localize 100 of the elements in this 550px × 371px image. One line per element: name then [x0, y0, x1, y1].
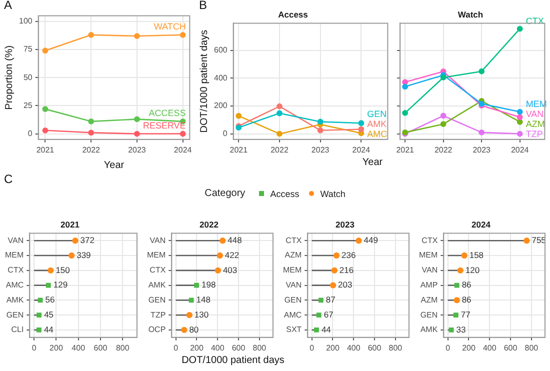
series-label: AMC [367, 128, 388, 139]
series-label: VAN [526, 108, 544, 119]
y-tick-label: MEM [282, 266, 302, 275]
series-label: WATCH [154, 21, 186, 32]
data-label: 130 [194, 309, 209, 320]
y-tick-label: AMK [420, 325, 438, 334]
y-tick-label: VAN [286, 280, 302, 290]
x-tick-label: 200 [462, 343, 476, 352]
y-tick-label: CTX [286, 236, 302, 245]
series-label: AMK [367, 118, 387, 129]
x-tick-label: 600 [232, 343, 246, 352]
data-label: 372 [80, 234, 95, 245]
y-tick-label: CTX [422, 236, 438, 245]
x-tick-label: 200 [50, 343, 64, 352]
x-axis-title: DOT/1000 patient days [180, 355, 286, 366]
y-tick-label: CTX [150, 266, 166, 275]
x-tick-label: 2024 [352, 145, 371, 154]
x-tick-label: 2023 [472, 145, 492, 154]
data-label: 44 [44, 324, 54, 334]
y-axis-title: Proportion (%) [4, 45, 15, 110]
data-label: 44 [321, 324, 332, 334]
chart-title: 2023 [336, 219, 355, 230]
text: B [199, 0, 208, 12]
series-label: GEN [367, 108, 387, 119]
data-label: 120 [465, 264, 480, 275]
y-tick-label: 100 [18, 16, 33, 26]
data-label: 80 [189, 324, 199, 334]
y-tick-label: AZM [420, 295, 438, 304]
series-label: MEM [526, 98, 547, 109]
x-axis-title: Year [361, 157, 384, 168]
x-tick-label: 200 [326, 343, 340, 352]
y-tick-label: GEN [6, 310, 24, 320]
y-tick-label: MEM [418, 250, 438, 260]
x-tick-label: 2021 [36, 145, 55, 154]
y-tick-label: CLI [11, 325, 24, 334]
data-label: 45 [44, 309, 54, 320]
y-tick-label: 75 [23, 44, 33, 54]
data-label: 216 [339, 264, 354, 275]
text: A [4, 0, 12, 12]
y-tick-label: SXT [286, 325, 302, 334]
x-tick-label: 2021 [396, 145, 415, 154]
data-label: 422 [224, 250, 240, 260]
x-tick-label: 2024 [510, 145, 530, 154]
data-label: 87 [326, 294, 336, 305]
y-tick-label: GEN [284, 295, 302, 304]
y-tick-label: GEN [148, 295, 166, 304]
y-tick-label: AMC [284, 310, 302, 320]
y-tick-label: AMP [420, 280, 438, 290]
data-label: 198 [202, 280, 216, 290]
y-tick-label: VAN [422, 266, 438, 275]
x-tick-label: 2022 [270, 145, 289, 154]
x-tick-label: 0 [310, 343, 315, 352]
y-tick-label: CTX [8, 266, 24, 275]
y-tick-label: AMK [148, 280, 166, 290]
y-tick-label: GEN [420, 310, 438, 320]
y-tick-label: MEM [4, 250, 24, 260]
x-tick-label: 800 [116, 343, 130, 352]
y-tick-label: TZP [150, 310, 166, 320]
legend-label: Watch [320, 188, 346, 198]
x-tick-label: 400 [72, 343, 86, 352]
chart-title: 2024 [472, 219, 491, 230]
x-tick-label: 2023 [128, 145, 146, 154]
y-tick-label: VAN [150, 236, 166, 245]
x-tick-label: 400 [482, 343, 497, 352]
data-label: 77 [460, 309, 471, 320]
data-label: 203 [338, 280, 353, 290]
y-tick-label: 0 [222, 129, 228, 138]
x-tick-label: 0 [446, 343, 451, 352]
text: C [4, 172, 13, 186]
chart-title: Watch [458, 9, 484, 20]
x-tick-label: 600 [94, 343, 108, 352]
data-label: 86 [462, 280, 472, 290]
x-tick-label: 2023 [311, 145, 330, 154]
data-label: 129 [53, 280, 68, 290]
chart-title: 2022 [200, 219, 219, 230]
x-tick-label: 800 [388, 343, 403, 352]
x-tick-label: 200 [190, 343, 204, 352]
series-label: ACCESS [148, 108, 186, 118]
data-label: 86 [462, 294, 472, 305]
x-tick-label: 800 [252, 343, 267, 352]
data-label: 67 [324, 309, 334, 320]
y-tick-label: OCP [148, 325, 166, 334]
x-tick-label: 400 [346, 343, 361, 352]
y-tick-label: 400 [214, 73, 228, 82]
y-tick-label: MEM [146, 250, 166, 260]
chart-title: 2021 [60, 219, 80, 230]
y-tick-label: VAN [8, 236, 24, 245]
y-tick-label: 50 [23, 72, 33, 82]
y-tick-label: 25 [23, 100, 33, 110]
y-tick-label: AZM [284, 250, 302, 260]
data-label: 158 [469, 250, 484, 260]
data-label: 56 [45, 294, 56, 305]
chart-title: Access [278, 9, 308, 20]
legend-label: Access [270, 188, 300, 198]
y-tick-label: AMC [6, 280, 24, 290]
x-tick-label: 0 [174, 343, 179, 352]
data-label: 339 [76, 250, 92, 260]
x-tick-label: 2021 [230, 145, 248, 154]
x-tick-label: 600 [368, 343, 382, 352]
y-tick-label: AMK [6, 295, 24, 304]
